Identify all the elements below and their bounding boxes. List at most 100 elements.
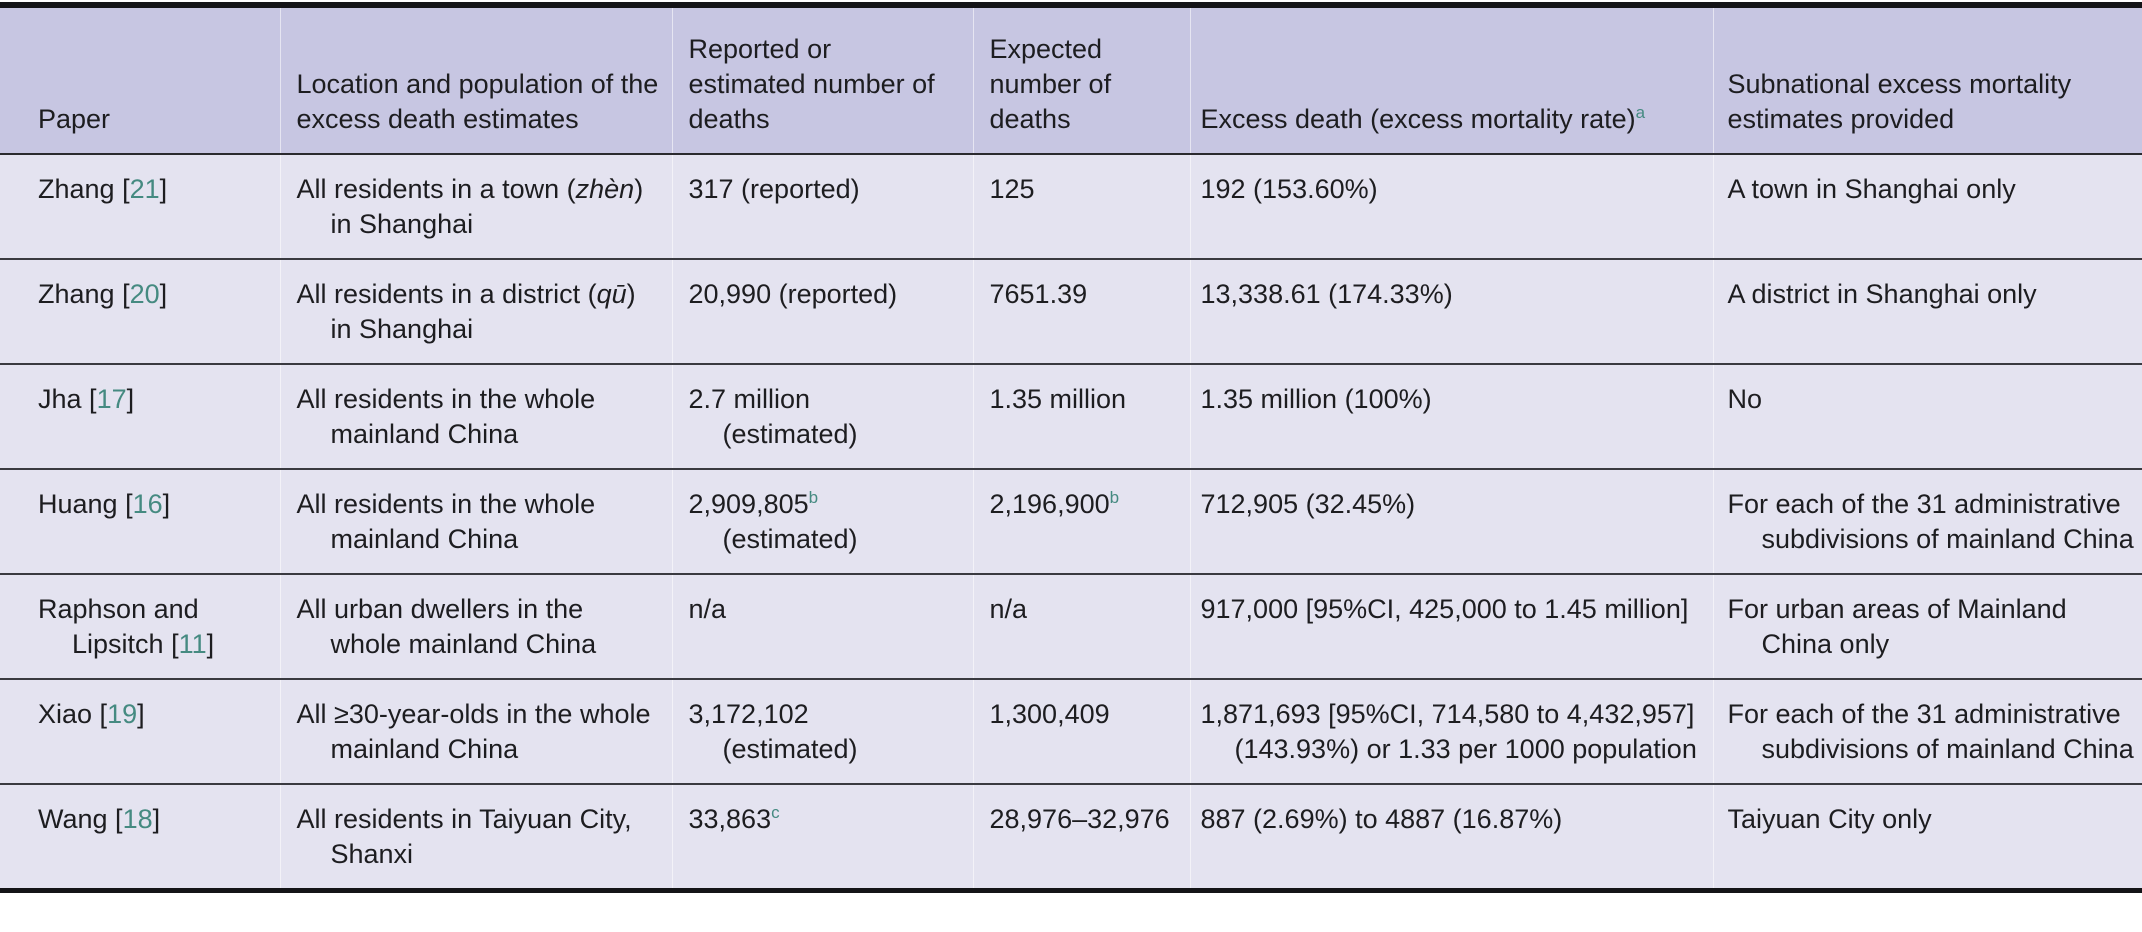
cell-expected_deaths: 1.35 million <box>972 363 1190 469</box>
cell-text: 2,196,900b <box>989 488 1120 519</box>
cell-excess_death: 1.35 million (100%) <box>1189 363 1713 469</box>
cell-reported_deaths: 20,990 (reported) <box>671 258 973 364</box>
italic-term: zhèn <box>575 174 635 204</box>
table-row: Huang [16] All residents in the whole mai… <box>0 468 2142 574</box>
cell-location_population: All residents in a district (qū) in Shan… <box>279 258 672 364</box>
cell-reported_deaths: 317 (reported) <box>671 154 973 259</box>
table-header-row: Paper Location and population of the exc… <box>0 5 2142 155</box>
footnote-marker-a[interactable]: a <box>1635 103 1646 122</box>
cell-subnational: A district in Shanghai only <box>1712 258 2142 364</box>
cell-text: All residents in a town (zhèn) in Shangh… <box>296 174 644 239</box>
cell-reported_deaths: 2,909,805b (estimated) <box>671 468 973 574</box>
cell-paper: Wang [18] <box>0 783 280 891</box>
footnote-marker-b[interactable]: b <box>1109 488 1120 507</box>
citation-link[interactable]: 11 <box>178 629 207 659</box>
cell-reported_deaths: 3,172,102 (estimated) <box>671 678 973 784</box>
cell-text: 2,909,805b (estimated) <box>688 488 858 554</box>
cell-subnational: For urban areas of Mainland China only <box>1712 573 2142 679</box>
cell-expected_deaths: 7651.39 <box>972 258 1190 364</box>
cell-text: Xiao [19] <box>38 699 145 729</box>
cell-text: 1.35 million <box>989 384 1127 414</box>
cell-expected_deaths: 125 <box>972 154 1190 259</box>
footnote-marker-b[interactable]: b <box>808 488 819 507</box>
cell-paper: Zhang [20] <box>0 258 280 364</box>
cell-paper: Xiao [19] <box>0 678 280 784</box>
cell-text: Jha [17] <box>38 384 135 414</box>
cell-text: 2.7 million (estimated) <box>688 384 858 449</box>
column-header-label: Location and population of the excess de… <box>296 69 659 134</box>
cell-text: No <box>1727 384 1763 414</box>
citation-link[interactable]: 17 <box>96 384 127 414</box>
cell-location_population: All ≥30-year-olds in the whole mainland … <box>279 678 672 784</box>
column-header-label: Subnational excess mortality estimates p… <box>1727 69 2072 134</box>
column-header-label: Reported or estimated number of deaths <box>688 34 935 134</box>
cell-text: For each of the 31 administrative subdiv… <box>1727 489 2134 554</box>
column-header-expected-deaths: Expected number of deaths <box>972 5 1190 155</box>
citation-link[interactable]: 20 <box>129 279 160 309</box>
citation-link[interactable]: 16 <box>132 489 163 519</box>
cell-text: 1,300,409 <box>989 699 1110 729</box>
column-header-label: Paper <box>38 104 111 134</box>
cell-subnational: Taiyuan City only <box>1712 783 2142 891</box>
cell-location_population: All residents in the whole mainland Chin… <box>279 468 672 574</box>
italic-term: qū <box>596 279 627 309</box>
cell-expected_deaths: 1,300,409 <box>972 678 1190 784</box>
cell-location_population: All residents in a town (zhèn) in Shangh… <box>279 154 672 259</box>
table-row: Wang [18] All residents in Taiyuan City, … <box>0 783 2142 891</box>
cell-text: A town in Shanghai only <box>1727 174 2016 204</box>
cell-excess_death: 712,905 (32.45%) <box>1189 468 1713 574</box>
cell-expected_deaths: 2,196,900b <box>972 468 1190 574</box>
cell-reported_deaths: 33,863c <box>671 783 973 891</box>
cell-text: 1.35 million (100%) <box>1200 384 1432 414</box>
column-header-reported-deaths: Reported or estimated number of deaths <box>671 5 973 155</box>
cell-text: n/a <box>989 594 1028 624</box>
citation-link[interactable]: 19 <box>107 699 138 729</box>
cell-text: For urban areas of Mainland China only <box>1727 594 2067 659</box>
cell-expected_deaths: 28,976–32,976 <box>972 783 1190 891</box>
cell-paper: Jha [17] <box>0 363 280 469</box>
table-row: Jha [17] All residents in the whole mainl… <box>0 363 2142 469</box>
cell-text: 33,863c <box>688 803 780 834</box>
cell-text: 712,905 (32.45%) <box>1200 489 1416 519</box>
cell-paper: Huang [16] <box>0 468 280 574</box>
table-header: Paper Location and population of the exc… <box>0 5 2142 155</box>
cell-text: All residents in a district (qū) in Shan… <box>296 279 636 344</box>
cell-text: 3,172,102 (estimated) <box>688 699 858 764</box>
footnote-marker-c[interactable]: c <box>771 803 780 822</box>
table-row: Xiao [19] All ≥30-year-olds in the whole … <box>0 678 2142 784</box>
cell-text: 125 <box>989 174 1035 204</box>
cell-excess_death: 917,000 [95%CI, 425,000 to 1.45 million] <box>1189 573 1713 679</box>
column-header-label: Excess death (excess mortality rate)a <box>1200 103 1646 134</box>
cell-text: Wang [18] <box>38 804 161 834</box>
column-header-paper: Paper <box>0 5 280 155</box>
cell-subnational: No <box>1712 363 2142 469</box>
cell-text: 192 (153.60%) <box>1200 174 1378 204</box>
column-header-label: Expected number of deaths <box>989 34 1112 134</box>
cell-location_population: All residents in the whole mainland Chin… <box>279 363 672 469</box>
cell-reported_deaths: n/a <box>671 573 973 679</box>
cell-text: 1,871,693 [95%CI, 714,580 to 4,432,957] … <box>1200 699 1697 764</box>
cell-text: A district in Shanghai only <box>1727 279 2037 309</box>
cell-text: n/a <box>688 594 727 624</box>
table-body: Zhang [21] All residents in a town (zhèn)… <box>0 154 2142 891</box>
cell-text: Huang [16] <box>38 489 171 519</box>
cell-text: Zhang [21] <box>38 174 168 204</box>
cell-text: 887 (2.69%) to 4887 (16.87%) <box>1200 804 1563 834</box>
cell-excess_death: 887 (2.69%) to 4887 (16.87%) <box>1189 783 1713 891</box>
cell-text: Taiyuan City only <box>1727 804 1932 834</box>
cell-text: All ≥30-year-olds in the whole mainland … <box>296 699 651 764</box>
table-row: Raphson and Lipsitch [11] All urban dwell… <box>0 573 2142 679</box>
cell-text: 20,990 (reported) <box>688 279 898 309</box>
cell-text: 917,000 [95%CI, 425,000 to 1.45 million] <box>1200 594 1689 624</box>
cell-subnational: For each of the 31 administrative subdiv… <box>1712 678 2142 784</box>
cell-text: Raphson and Lipsitch [11] <box>38 594 215 659</box>
cell-location_population: All urban dwellers in the whole mainland… <box>279 573 672 679</box>
excess-mortality-table-wrap: Paper Location and population of the exc… <box>0 2 2142 893</box>
column-header-excess-death: Excess death (excess mortality rate)a <box>1189 5 1713 155</box>
cell-subnational: A town in Shanghai only <box>1712 154 2142 259</box>
cell-text: All residents in the whole mainland Chin… <box>296 384 596 449</box>
citation-link[interactable]: 18 <box>122 804 153 834</box>
cell-text: 13,338.61 (174.33%) <box>1200 279 1453 309</box>
cell-text: 28,976–32,976 <box>989 804 1170 834</box>
citation-link[interactable]: 21 <box>129 174 160 204</box>
